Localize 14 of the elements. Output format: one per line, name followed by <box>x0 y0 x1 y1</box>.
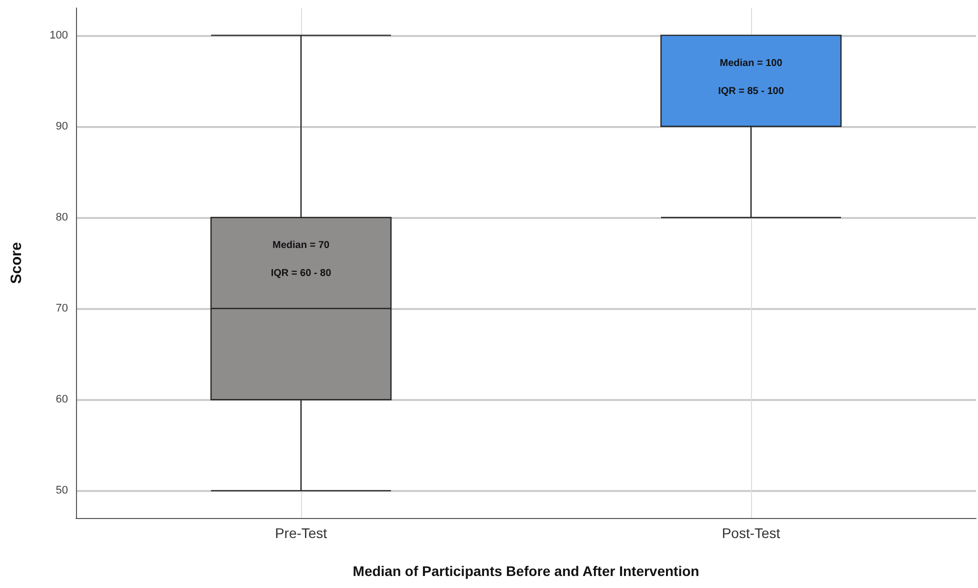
x-tick-label: Pre-Test <box>274 525 328 541</box>
y-tick-label: 80 <box>56 211 68 224</box>
annotation: Median = 100 <box>720 58 783 69</box>
annotation: IQR = 60 - 80 <box>270 268 332 279</box>
annotation: IQR = 85 - 100 <box>718 86 784 97</box>
y-tick-label: 70 <box>56 302 68 315</box>
y-axis-title: Score <box>8 242 25 284</box>
x-tick-label: Post-Test <box>722 525 780 541</box>
annotation: Median = 70 <box>272 240 330 251</box>
y-tick-label: 50 <box>56 484 68 497</box>
y-tick-label: 90 <box>56 120 68 132</box>
y-tick-label: 100 <box>50 29 68 42</box>
y-tick-label: 60 <box>56 394 68 406</box>
x-axis-title: Median of Participants Before and After Intervention <box>352 563 700 579</box>
